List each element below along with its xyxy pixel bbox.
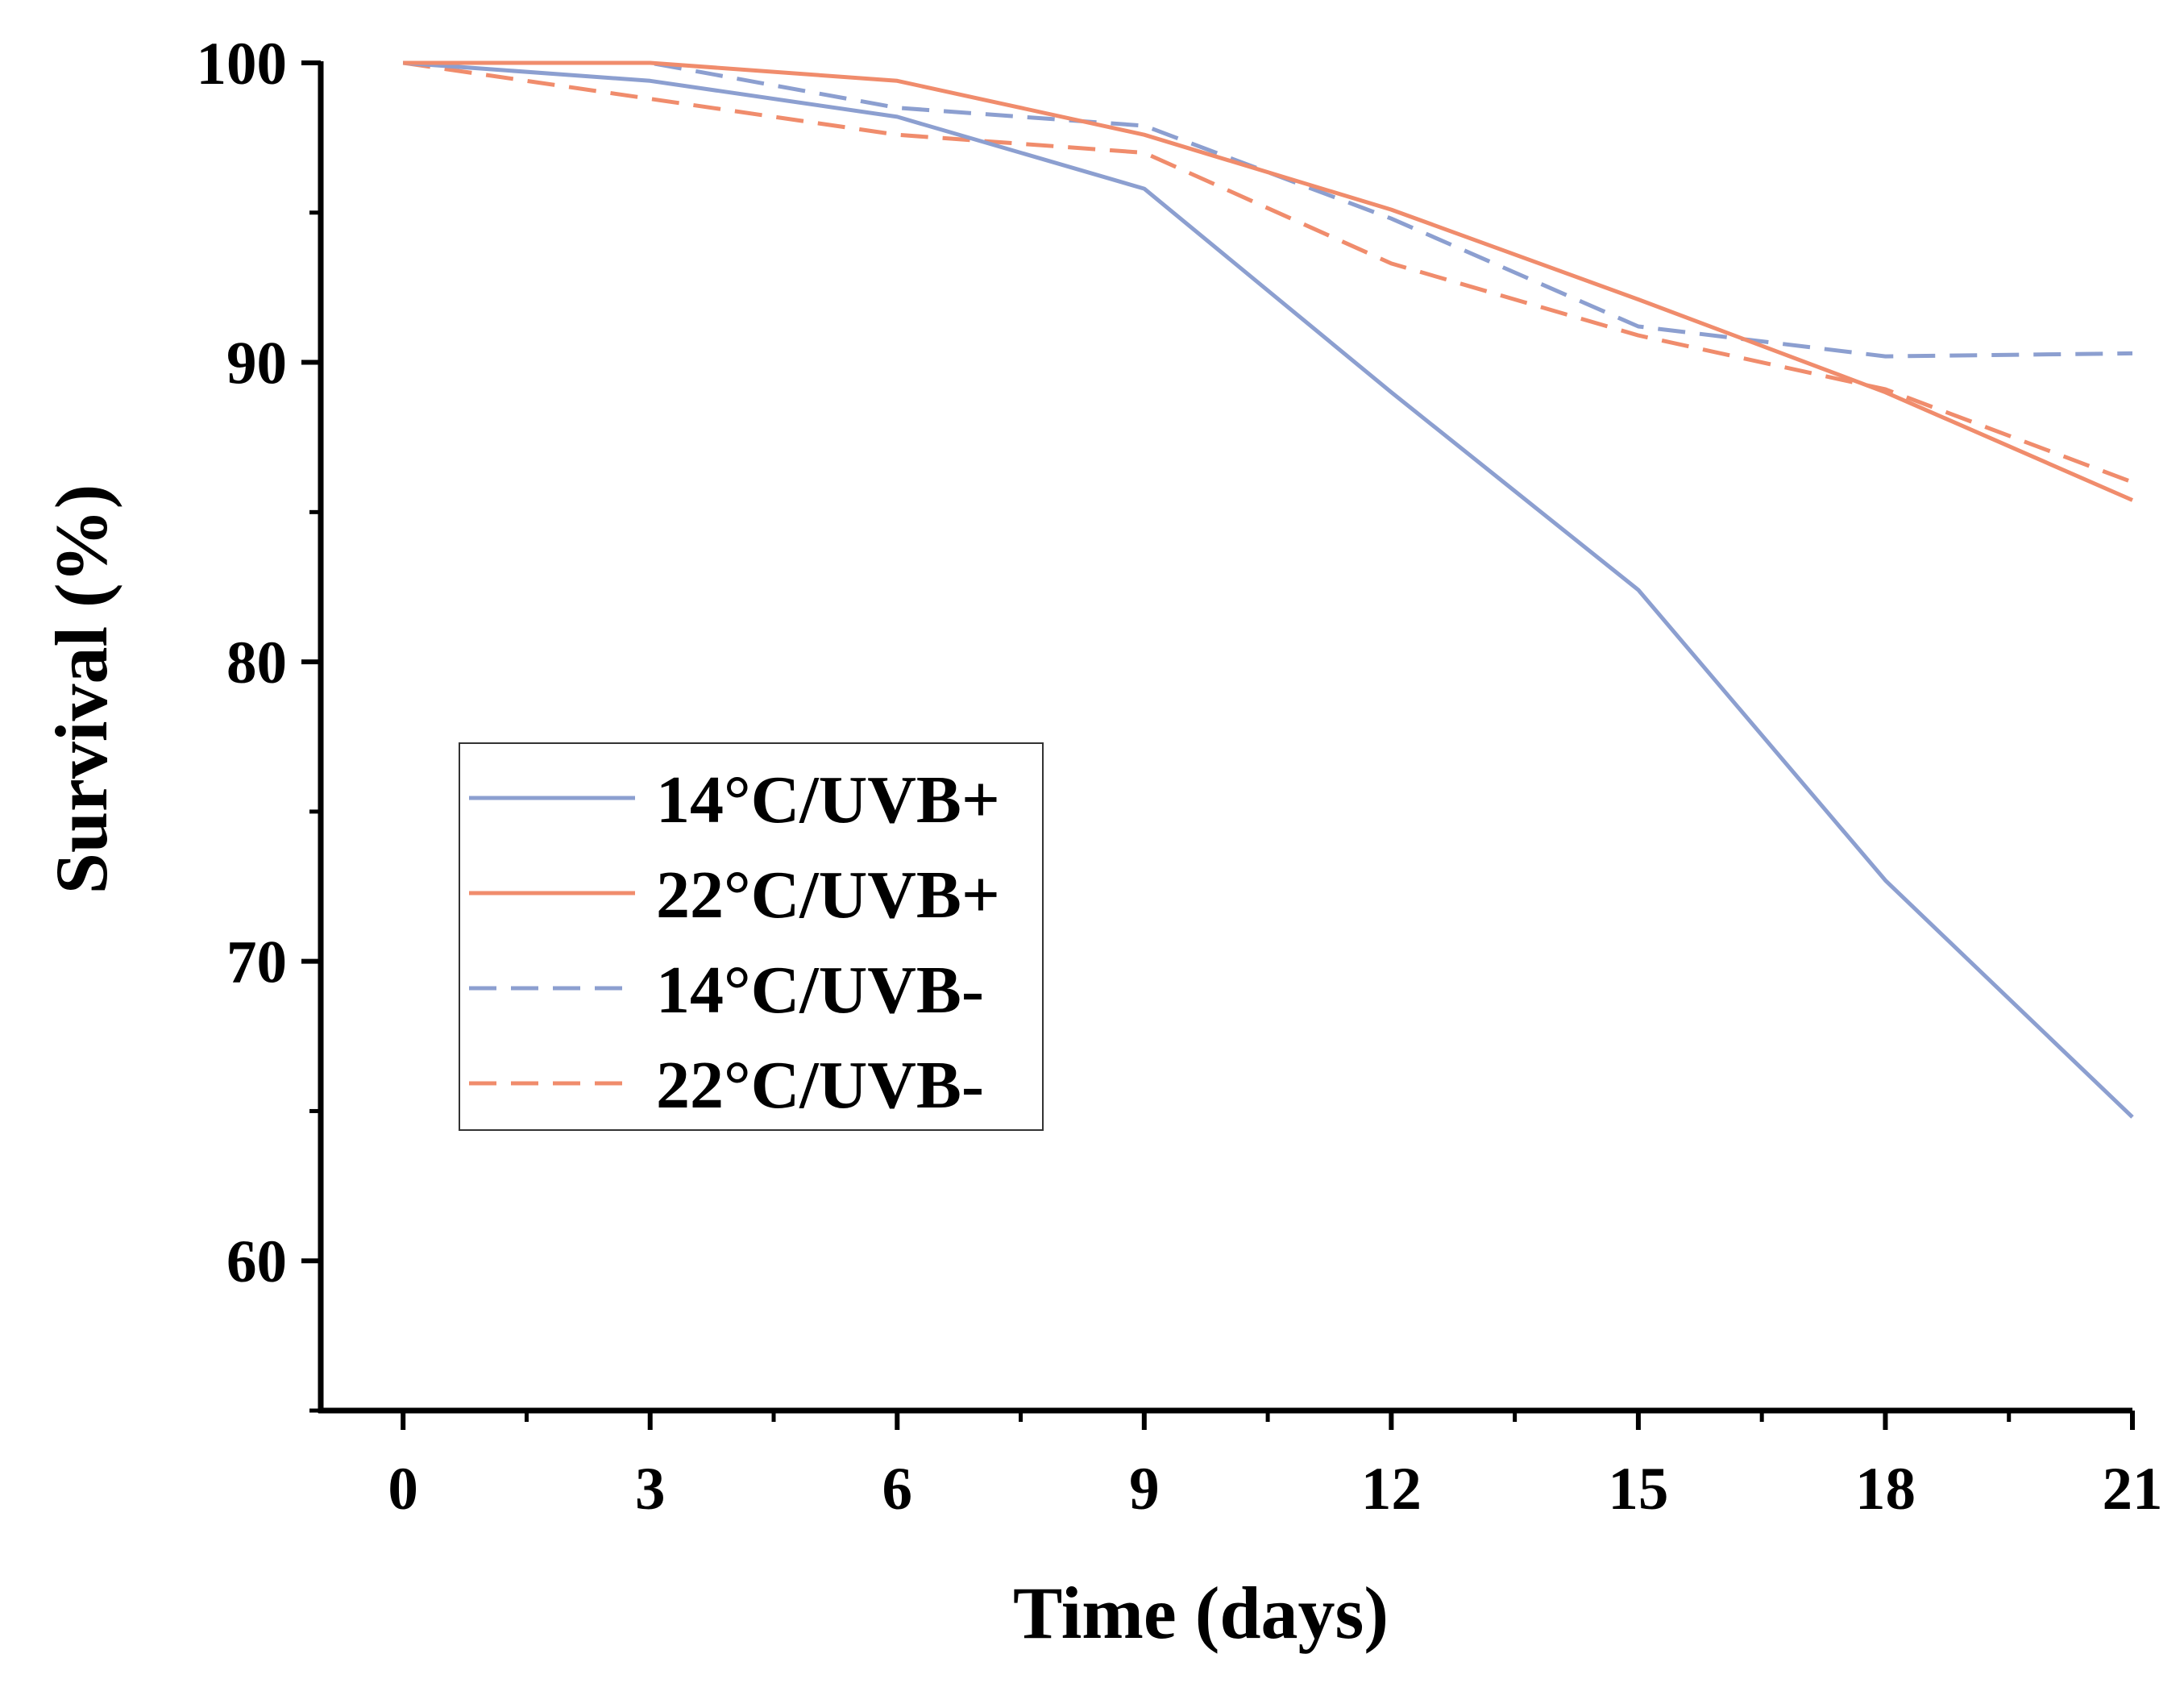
y-tick-label: 100 xyxy=(197,31,288,98)
legend: 14°C/UVB+ 22°C/UVB+ 14°C/UVB- 22°C/UVB- xyxy=(459,742,1044,1131)
series-line-22-c-uvbplus xyxy=(403,60,2134,502)
x-tick-label: 21 xyxy=(2103,1456,2163,1523)
y-tick-label: 70 xyxy=(226,929,287,996)
x-tick-label: 0 xyxy=(388,1456,418,1523)
y-tick-label: 60 xyxy=(226,1228,287,1295)
x-tick-label: 15 xyxy=(1608,1456,1668,1523)
y-tick-label: 80 xyxy=(226,630,287,696)
legend-label: 22°C/UVB- xyxy=(656,1048,984,1123)
legend-box xyxy=(459,742,1044,1131)
legend-label: 22°C/UVB+ xyxy=(656,858,1000,933)
axes xyxy=(318,61,2132,1414)
y-ticks: 60 70 80 90 100 xyxy=(197,31,321,1413)
x-tick-label: 6 xyxy=(882,1456,913,1523)
x-tick-label: 3 xyxy=(635,1456,666,1523)
legend-label: 14°C/UVB- xyxy=(656,953,984,1028)
x-tick-label: 12 xyxy=(1361,1456,1422,1523)
series-line-14-c-uvbminus xyxy=(403,60,2133,359)
x-tick-label: 9 xyxy=(1129,1456,1160,1523)
x-tick-label: 18 xyxy=(1855,1456,1916,1523)
legend-label: 14°C/UVB+ xyxy=(656,763,1000,837)
series-line-14-c-uvbplus xyxy=(403,60,2134,1119)
x-axis-title: Time (days) xyxy=(1013,1572,1389,1654)
y-tick-label: 90 xyxy=(226,330,287,397)
series-layer xyxy=(402,60,2134,1119)
x-ticks: 0 3 6 9 12 15 18 21 xyxy=(388,1411,2163,1523)
series-line-22-c-uvbminus xyxy=(402,60,2133,484)
y-axis-title: Survival (%) xyxy=(40,484,122,895)
